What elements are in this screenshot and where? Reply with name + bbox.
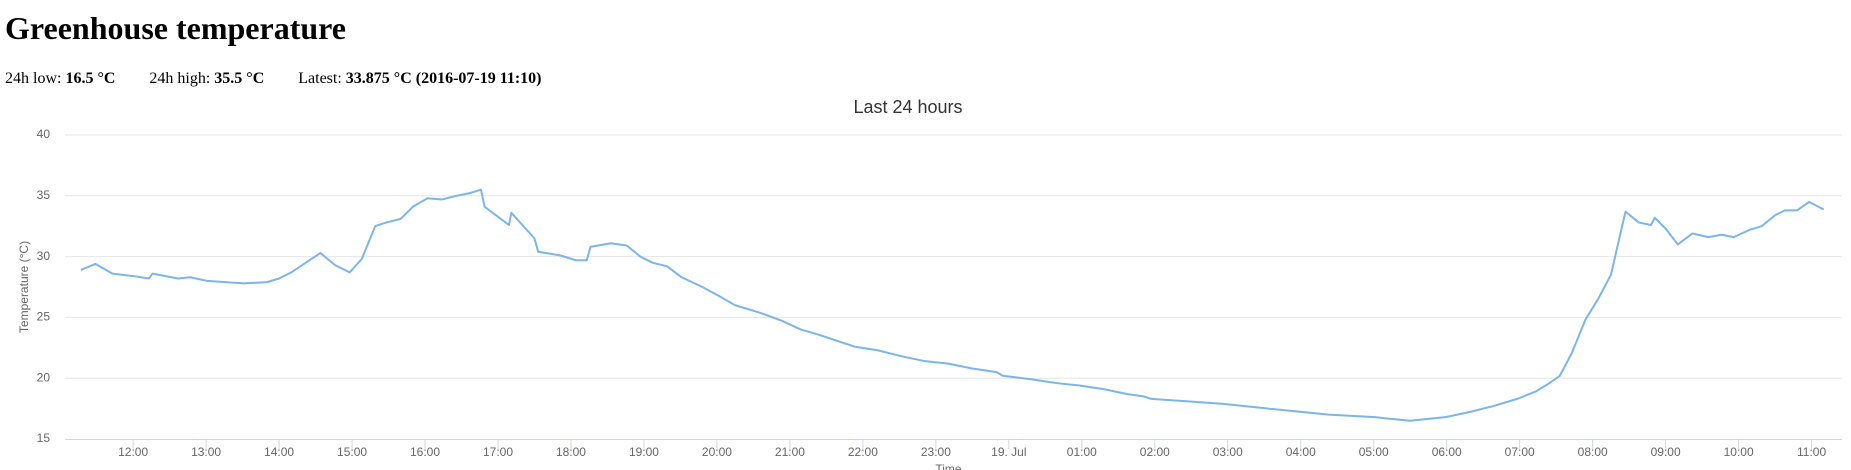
y-tick-label: 35 — [37, 188, 51, 202]
y-tick-label: 30 — [37, 249, 51, 263]
x-tick-label: 20:00 — [702, 445, 732, 459]
x-tick-label: 08:00 — [1578, 445, 1608, 459]
x-tick-label: 14:00 — [264, 445, 294, 459]
x-tick-label: 02:00 — [1140, 445, 1170, 459]
stat-label: Latest: — [298, 70, 342, 87]
x-tick-label: 09:00 — [1651, 445, 1681, 459]
stat-label: 24h high: — [149, 70, 211, 87]
stat-value: 16.5 °C — [65, 70, 116, 87]
stat: 24h high: 35.5 °C — [149, 70, 264, 88]
x-tick-label: 12:00 — [118, 445, 148, 459]
x-tick-label: 19. Jul — [991, 445, 1026, 459]
stat: Latest: 33.875 °C (2016-07-19 11:10) — [298, 70, 541, 88]
stat-value: 35.5 °C — [214, 70, 265, 87]
stat-label: 24h low: — [5, 70, 62, 87]
x-tick-label: 11:00 — [1797, 445, 1826, 459]
x-tick-label: 04:00 — [1286, 445, 1316, 459]
x-tick-label: 16:00 — [410, 445, 440, 459]
stat-value: 33.875 °C (2016-07-19 11:10) — [345, 70, 542, 87]
y-tick-label: 25 — [37, 310, 51, 324]
x-tick-label: 05:00 — [1359, 445, 1389, 459]
line — [80, 188, 1825, 422]
x-tick-label: 17:00 — [483, 445, 513, 459]
chart-title: Last 24 hours — [853, 97, 962, 117]
x-tick-label: 18:00 — [556, 445, 586, 459]
x-tick-label: 07:00 — [1505, 445, 1535, 459]
x-tick-label: 19:00 — [629, 445, 659, 459]
x-tick-label: 15:00 — [337, 445, 367, 459]
x-tick-label: 21:00 — [775, 445, 805, 459]
x-tick-label: 13:00 — [191, 445, 221, 459]
y-tick-label: 40 — [37, 127, 51, 141]
x-axis-label: Time — [935, 462, 962, 470]
x-tick-label: 01:00 — [1067, 445, 1097, 459]
y-tick-label: 15 — [37, 431, 51, 445]
x-tick-label: 23:00 — [921, 445, 951, 459]
page-title: Greenhouse temperature — [5, 10, 346, 46]
x-tick-label: 22:00 — [848, 445, 878, 459]
x-tick-label: 06:00 — [1432, 445, 1462, 459]
stat: 24h low: 16.5 °C — [5, 70, 115, 88]
x-tick-label: 10:00 — [1724, 445, 1754, 459]
y-tick-label: 20 — [37, 370, 51, 384]
y-axis-label: Temperature (°C) — [17, 241, 31, 333]
stats: 24h low: 16.5 °C 24h high: 35.5 °C Latest:… — [5, 70, 542, 88]
x-tick-label: 03:00 — [1213, 445, 1243, 459]
